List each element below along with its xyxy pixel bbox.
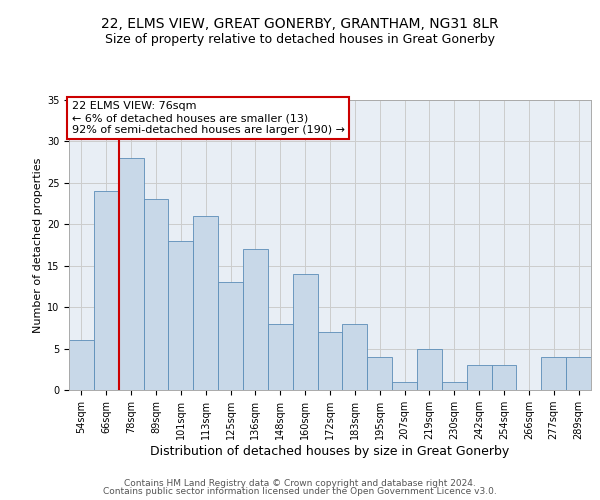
Text: Contains HM Land Registry data © Crown copyright and database right 2024.: Contains HM Land Registry data © Crown c… <box>124 478 476 488</box>
Bar <box>541 357 566 390</box>
Bar <box>467 365 491 390</box>
Bar <box>417 348 442 390</box>
Bar <box>293 274 317 390</box>
Bar <box>367 357 392 390</box>
Y-axis label: Number of detached properties: Number of detached properties <box>32 158 43 332</box>
Bar <box>491 365 517 390</box>
Bar <box>119 158 143 390</box>
Bar <box>143 200 169 390</box>
Bar <box>193 216 218 390</box>
Bar <box>343 324 367 390</box>
Text: Size of property relative to detached houses in Great Gonerby: Size of property relative to detached ho… <box>105 32 495 46</box>
Bar <box>317 332 343 390</box>
Text: 22, ELMS VIEW, GREAT GONERBY, GRANTHAM, NG31 8LR: 22, ELMS VIEW, GREAT GONERBY, GRANTHAM, … <box>101 18 499 32</box>
Bar <box>94 191 119 390</box>
Bar <box>392 382 417 390</box>
Bar <box>268 324 293 390</box>
Bar <box>566 357 591 390</box>
Bar <box>243 249 268 390</box>
X-axis label: Distribution of detached houses by size in Great Gonerby: Distribution of detached houses by size … <box>151 445 509 458</box>
Text: 22 ELMS VIEW: 76sqm
← 6% of detached houses are smaller (13)
92% of semi-detache: 22 ELMS VIEW: 76sqm ← 6% of detached hou… <box>71 102 344 134</box>
Bar <box>69 340 94 390</box>
Bar <box>218 282 243 390</box>
Bar <box>169 241 193 390</box>
Text: Contains public sector information licensed under the Open Government Licence v3: Contains public sector information licen… <box>103 487 497 496</box>
Bar <box>442 382 467 390</box>
